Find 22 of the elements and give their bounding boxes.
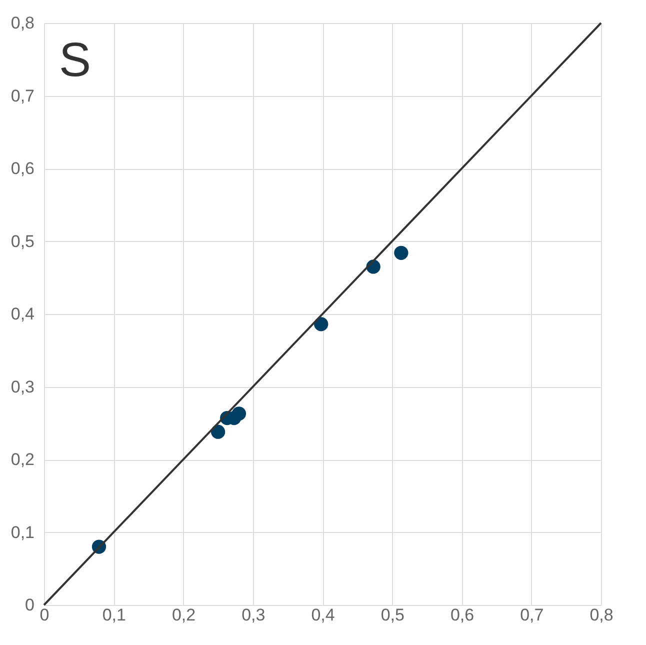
point <box>314 317 328 332</box>
point <box>210 424 226 439</box>
x-tick-label: 0,1 <box>102 606 126 624</box>
y-tick-label: 0,8 <box>10 14 34 32</box>
x-tick-label: 0,8 <box>590 606 614 624</box>
x-tick-label: 0,4 <box>311 606 335 624</box>
x-tick-label: 0,2 <box>172 606 196 624</box>
x-tick-label: 0,7 <box>520 606 544 624</box>
y-tick-label: 0,5 <box>10 232 34 251</box>
x-tick-label: 0 <box>40 606 50 624</box>
y-tick-label: 0,4 <box>10 304 34 324</box>
x-tick-label: 0,6 <box>450 606 474 624</box>
annotation: S <box>59 34 92 87</box>
y-tick-label: 0,2 <box>10 450 34 469</box>
y-tick-label: 0,3 <box>10 377 34 396</box>
point <box>394 246 408 260</box>
point <box>232 406 246 421</box>
y-tick-label: 0,7 <box>10 86 34 106</box>
x-tick-label: 0,3 <box>242 606 266 624</box>
y-tick-label: 0,6 <box>10 159 34 178</box>
y-tick-label: 0,1 <box>10 522 34 542</box>
x-tick-label: 0,5 <box>380 606 404 624</box>
